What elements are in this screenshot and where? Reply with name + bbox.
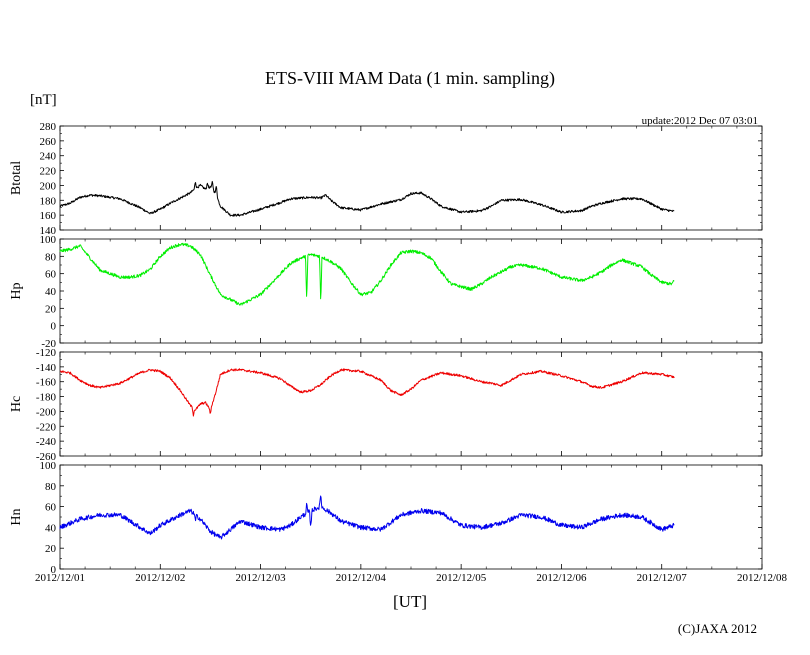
unit-label: [nT] xyxy=(30,92,57,108)
y-tick-label: -140 xyxy=(36,362,57,374)
y-tick-label: -20 xyxy=(41,338,56,350)
panel-frame xyxy=(59,351,763,457)
panel-hp: -20 0 20 40 60 80 100 Hp xyxy=(9,234,763,350)
update-timestamp: update:2012 Dec 07 03:01 xyxy=(642,115,758,127)
series-line-btotal xyxy=(59,180,675,217)
panel-hc: -260 -240 -220 -200 -180 -160 -140 -120 Hc xyxy=(9,347,763,463)
chart-title: ETS-VIII MAM Data (1 min. sampling) xyxy=(265,68,555,89)
y-tick-label: 40 xyxy=(45,286,57,298)
y-tick-label: 80 xyxy=(45,251,57,263)
y-tick-label: 240 xyxy=(40,151,57,163)
y-tick-label: -220 xyxy=(36,421,57,433)
y-tick-label: 100 xyxy=(40,460,57,472)
y-tick-label: 20 xyxy=(45,303,57,315)
x-tick-label: 2012/12/04 xyxy=(336,572,387,584)
x-tick-label: 2012/12/02 xyxy=(135,572,185,584)
series-line-hc xyxy=(59,368,675,417)
series-line-hp xyxy=(59,242,675,306)
y-tick-label: 20 xyxy=(45,543,57,555)
y-tick-label: 280 xyxy=(40,121,57,133)
y-tick-label: -120 xyxy=(36,347,57,359)
panel-frame xyxy=(59,464,763,570)
y-tick-label: 40 xyxy=(45,522,57,534)
x-axis-label: [UT] xyxy=(393,592,427,611)
y-tick-label: 100 xyxy=(40,234,57,246)
y-tick-label: 140 xyxy=(40,225,57,237)
panels-group: 140160180200220240260280Btotal-200204060… xyxy=(9,121,763,576)
series-line-hn xyxy=(59,495,675,540)
y-tick-label: -180 xyxy=(36,392,57,404)
y-tick-label: 260 xyxy=(40,136,57,148)
x-tick-labels: 2012/12/01 2012/12/02 2012/12/03 2012/12/04… xyxy=(35,572,788,584)
y-tick-label: 220 xyxy=(40,166,57,178)
panel-frame xyxy=(59,125,763,231)
x-tick-label: 2012/12/05 xyxy=(436,572,487,584)
y-tick-label: 0 xyxy=(51,564,57,576)
panel-btotal: 140 160 180 200 220 240 260 280 Btotal xyxy=(9,121,763,237)
y-tick-label: 180 xyxy=(40,195,57,207)
y-tick-label: 60 xyxy=(45,502,57,514)
y-tick-label: 60 xyxy=(45,269,57,281)
x-tick-label: 2012/12/08 xyxy=(737,572,788,584)
y-tick-label: 160 xyxy=(40,210,57,222)
y-tick-label: 200 xyxy=(40,180,57,192)
y-tick-label: -260 xyxy=(36,451,57,463)
panel-hn: 0 20 40 60 80 100 Hn xyxy=(9,460,763,576)
y-tick-label: -160 xyxy=(36,377,57,389)
y-tick-label: -240 xyxy=(36,436,57,448)
panel-label-hn: Hn xyxy=(9,508,24,525)
x-tick-label: 2012/12/07 xyxy=(637,572,688,584)
x-tick-label: 2012/12/01 xyxy=(35,572,85,584)
panel-label-hp: Hp xyxy=(9,282,24,299)
x-tick-label: 2012/12/03 xyxy=(236,572,287,584)
panel-label-hc: Hc xyxy=(9,396,24,412)
y-tick-label: 80 xyxy=(45,481,57,493)
x-tick-label: 2012/12/06 xyxy=(536,572,587,584)
y-tick-label: -200 xyxy=(36,406,57,418)
copyright-label: (C)JAXA 2012 xyxy=(678,621,757,636)
y-tick-label: 0 xyxy=(51,321,57,333)
panel-label-btotal: Btotal xyxy=(9,161,24,195)
panel-frame xyxy=(59,238,763,344)
